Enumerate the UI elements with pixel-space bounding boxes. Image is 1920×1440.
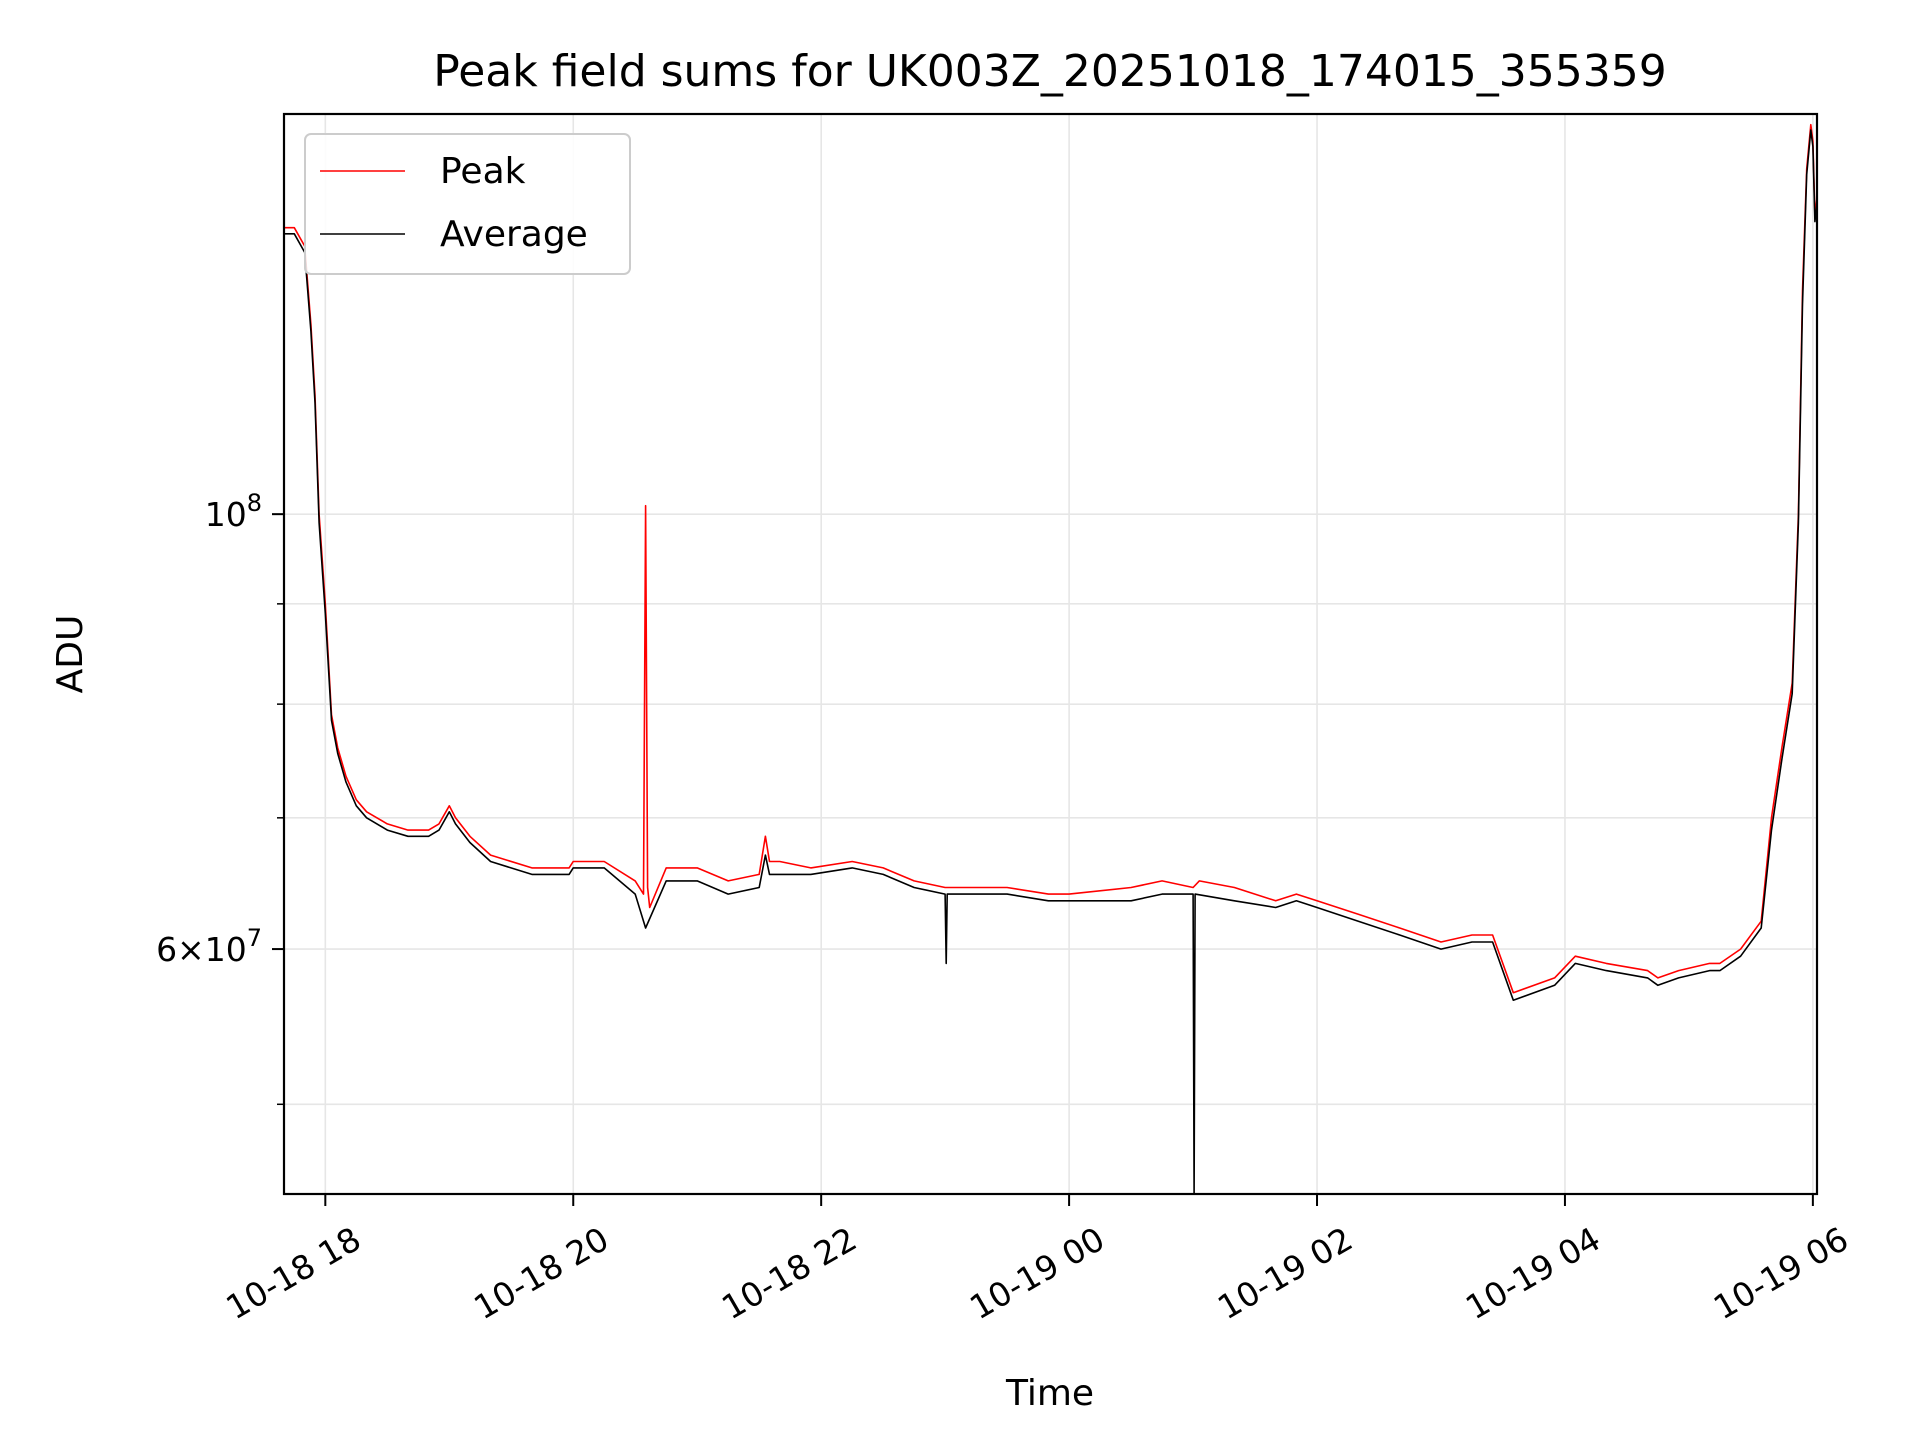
y-tick-mantissa: 6× — [156, 930, 205, 969]
y-tick-label: 6×107 — [156, 924, 262, 969]
series-line-peak — [284, 123, 1817, 994]
y-tick-base: 10 — [205, 930, 247, 969]
gridlines — [284, 114, 1817, 1194]
y-tick-exponent: 7 — [247, 924, 262, 952]
y-tick-label: 108 — [205, 489, 262, 534]
series-layer — [284, 123, 1817, 1194]
series-line-average — [284, 129, 1817, 1194]
legend-box — [304, 133, 631, 275]
legend: Peak Average — [304, 133, 631, 275]
y-tick-base: 10 — [205, 495, 247, 534]
plot-area-frame — [282, 112, 1819, 1196]
x-axis-title: Time — [1005, 1373, 1094, 1414]
chart-title: Peak field sums for UK003Z_20251018_1740… — [433, 46, 1667, 97]
legend-label-peak: Peak — [440, 151, 526, 192]
y-tick-exponent: 8 — [247, 489, 262, 517]
y-axis-title: ADU — [50, 615, 91, 694]
legend-label-average: Average — [440, 214, 588, 255]
